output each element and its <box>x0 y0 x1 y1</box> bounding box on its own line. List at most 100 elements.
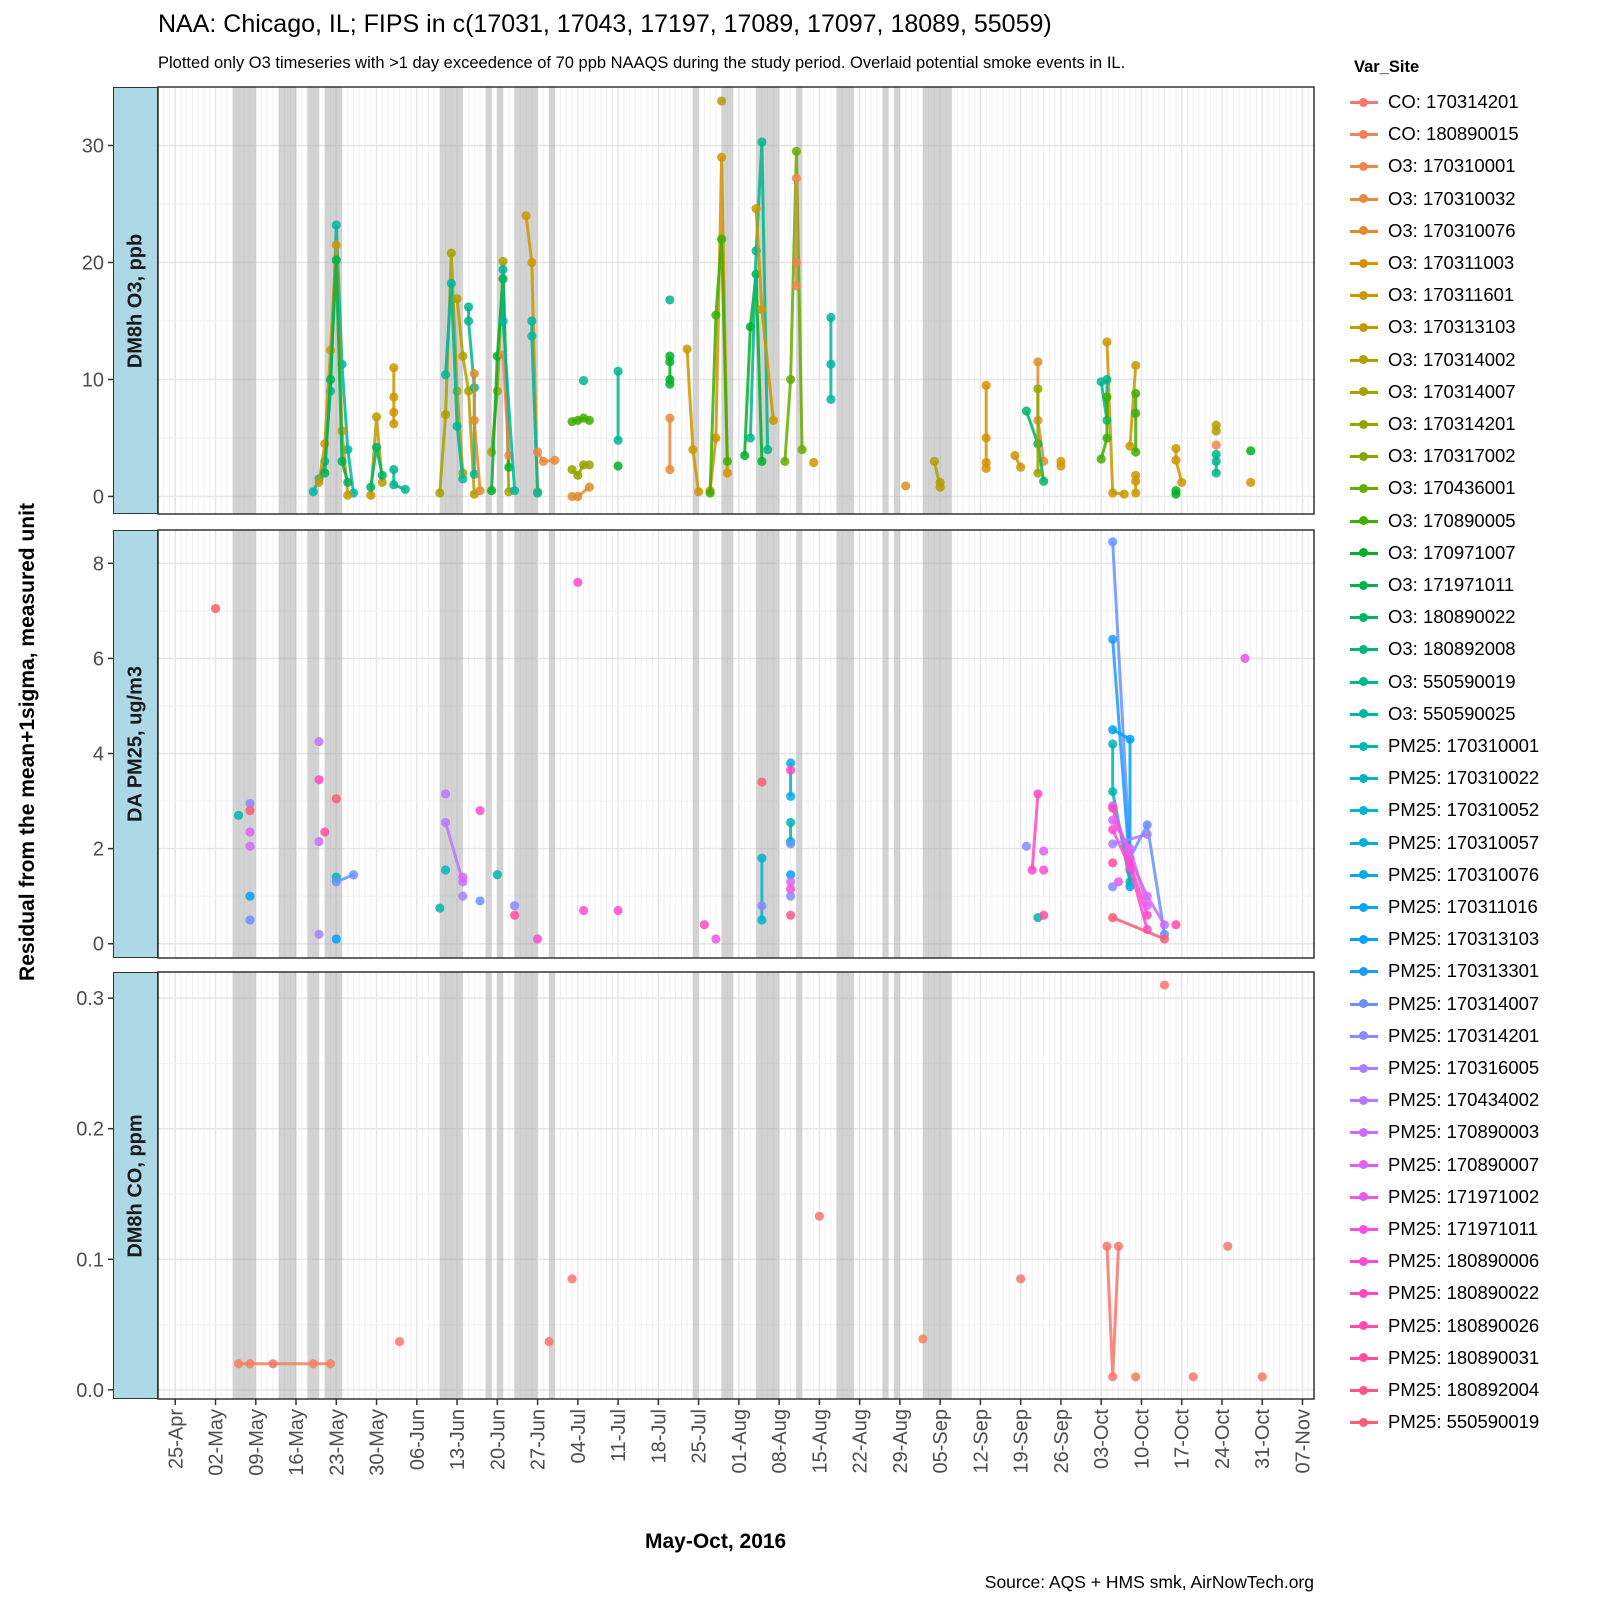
series <box>245 798 255 809</box>
data-point <box>1211 426 1221 436</box>
smoke-event-band <box>894 87 900 514</box>
x-tick-label: 12-Sep <box>970 1409 992 1474</box>
x-tick-label: 04-Jul <box>568 1409 590 1463</box>
series <box>1211 449 1221 478</box>
data-point <box>711 310 721 320</box>
data-point <box>751 204 761 214</box>
data-point <box>1010 450 1020 461</box>
smoke-event-band <box>882 530 889 958</box>
data-point <box>331 934 341 944</box>
legend-key-icon <box>1350 867 1378 883</box>
series <box>509 910 520 920</box>
data-point <box>573 577 583 587</box>
data-point <box>544 1336 554 1347</box>
data-point <box>1211 456 1221 466</box>
series <box>245 805 255 816</box>
legend-key-icon <box>1350 1414 1378 1430</box>
smoke-event-band <box>307 87 320 514</box>
data-point <box>705 488 715 498</box>
series <box>578 376 589 386</box>
legend-label: PM25: 170311016 <box>1388 896 1538 917</box>
data-point <box>509 910 520 920</box>
series <box>314 775 324 785</box>
data-point <box>245 798 255 809</box>
data-point <box>786 765 796 775</box>
data-point <box>538 456 548 466</box>
data-point <box>233 810 244 820</box>
series <box>1171 920 1181 930</box>
data-point <box>1125 863 1135 873</box>
legend-label: PM25: 170890007 <box>1388 1153 1540 1175</box>
y-tick-label: 20 <box>82 252 104 274</box>
data-point <box>1257 1372 1267 1382</box>
data-point <box>981 380 991 390</box>
smoke-event-band <box>922 972 952 1399</box>
data-point <box>1108 634 1118 644</box>
legend-label: O3: 170317002 <box>1388 445 1516 467</box>
data-point <box>1108 725 1118 735</box>
legend-label: CO: 180890015 <box>1388 123 1519 145</box>
data-point <box>786 910 796 920</box>
legend-item: O3: 170971007 <box>1350 538 1516 568</box>
data-point <box>1211 440 1221 450</box>
data-point <box>1033 789 1043 799</box>
x-tick-label: 10-Oct <box>1131 1409 1153 1469</box>
legend-item: CO: 170314201 <box>1350 87 1519 117</box>
legend-key-icon <box>1350 899 1378 915</box>
data-point <box>757 777 767 787</box>
panel-border <box>157 971 1315 1400</box>
data-point <box>722 468 732 478</box>
series <box>929 456 945 492</box>
data-point <box>1108 1372 1118 1382</box>
y-tick-label: 30 <box>82 135 104 157</box>
data-point <box>1108 882 1118 892</box>
series <box>1027 789 1043 875</box>
data-point <box>509 486 520 496</box>
data-point <box>1171 443 1181 454</box>
series <box>320 827 330 837</box>
legend-key-icon <box>1350 1382 1378 1398</box>
series <box>757 901 767 911</box>
data-point <box>550 455 560 465</box>
data-point <box>1171 920 1181 930</box>
legend-key-icon <box>1350 384 1378 400</box>
legend-item: O3: 170314007 <box>1350 377 1516 407</box>
data-point <box>527 257 537 268</box>
legend-label: O3: 171971011 <box>1388 574 1515 595</box>
legend-key-icon <box>1350 1350 1378 1366</box>
data-point <box>1159 920 1170 930</box>
source-caption: Source: AQS + HMS smk, AirNowTech.org <box>984 1572 1314 1592</box>
smoke-event-band <box>549 530 555 958</box>
data-point <box>1131 488 1141 498</box>
series <box>492 870 502 880</box>
panel-0: 0 10 20 30 <box>82 86 1315 515</box>
legend-label: PM25: 170314007 <box>1388 992 1540 1014</box>
y-tick-label: 0 <box>93 934 104 956</box>
legend-key-icon <box>1350 770 1378 786</box>
x-tick-label: 13-Jun <box>447 1409 469 1470</box>
legend-key-icon <box>1350 480 1378 496</box>
series <box>233 1359 336 1369</box>
data-point <box>573 470 583 480</box>
data-point <box>1108 739 1118 749</box>
smoke-event-band <box>922 87 952 514</box>
smoke-event-band <box>692 972 699 1399</box>
data-point <box>377 477 387 488</box>
data-point <box>1131 360 1141 371</box>
data-point <box>1108 537 1118 547</box>
x-tick-label: 03-Oct <box>1091 1409 1113 1469</box>
data-point <box>452 294 462 304</box>
legend-label: O3: 170314201 <box>1388 413 1516 434</box>
series <box>458 872 468 882</box>
series <box>665 295 675 305</box>
series <box>786 765 796 775</box>
data-point <box>1171 486 1181 496</box>
legend-key-icon <box>1350 191 1378 207</box>
legend-title: Var_Site <box>1354 58 1420 76</box>
data-point <box>446 248 456 258</box>
series <box>1257 1372 1267 1382</box>
smoke-event-band <box>307 530 320 958</box>
data-point <box>440 865 451 875</box>
data-point <box>711 433 721 443</box>
legend-label: PM25: 170313301 <box>1388 960 1540 982</box>
